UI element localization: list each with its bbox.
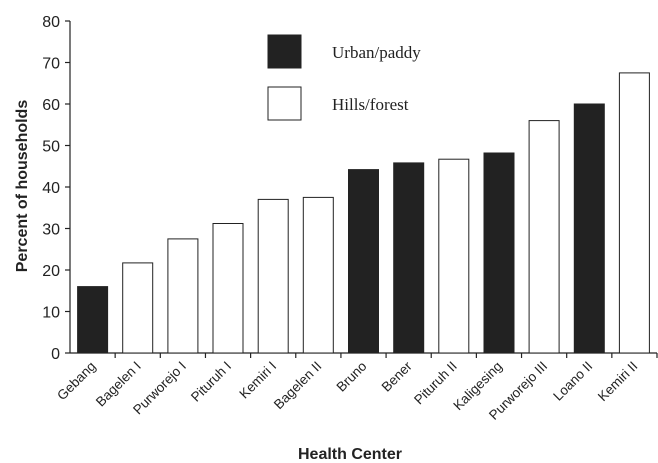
bar [302, 196, 334, 354]
x-tick-label: Kemiri I [236, 359, 279, 402]
x-tick-label: Bagelen II [271, 359, 325, 413]
y-axis-title: Percent of households [14, 100, 31, 273]
x-tick-label: Loano II [550, 359, 595, 404]
bars [77, 72, 650, 354]
legend-swatch [267, 34, 302, 69]
legend-swatch [267, 86, 302, 121]
y-ticks: 0 10 20 30 40 50 60 70 80 [42, 14, 70, 363]
y-tick-label: 60 [42, 97, 60, 114]
x-tick-label: Bruno [334, 359, 370, 395]
legend: Urban/paddy Hills/forest [267, 34, 421, 121]
x-tick-label: Bener [379, 358, 415, 394]
y-tick-label: 20 [42, 263, 60, 280]
bar [528, 120, 560, 354]
bar [167, 238, 199, 354]
bar [573, 103, 605, 354]
bar [438, 158, 470, 354]
y-tick-label: 40 [42, 180, 60, 197]
legend-label: Urban/paddy [332, 43, 421, 62]
bar [348, 169, 379, 354]
legend-label: Hills/forest [332, 95, 409, 114]
bar [77, 286, 109, 354]
bar [618, 72, 650, 354]
x-tick-label: Gebang [54, 359, 99, 404]
bar [122, 262, 154, 354]
x-tick-label: Pituruh I [188, 359, 234, 405]
bar [212, 223, 244, 354]
y-tick-label: 10 [42, 305, 60, 322]
y-tick-label: 0 [51, 346, 60, 363]
y-tick-label: 30 [42, 222, 60, 239]
x-tick-label: Kemiri II [595, 359, 641, 405]
y-tick-label: 70 [42, 56, 60, 73]
bar [483, 152, 515, 354]
x-axis-title: Health Center [298, 446, 402, 463]
bar [257, 198, 289, 354]
bar [393, 162, 425, 354]
y-tick-label: 50 [42, 139, 60, 156]
y-tick-label: 80 [42, 14, 60, 31]
